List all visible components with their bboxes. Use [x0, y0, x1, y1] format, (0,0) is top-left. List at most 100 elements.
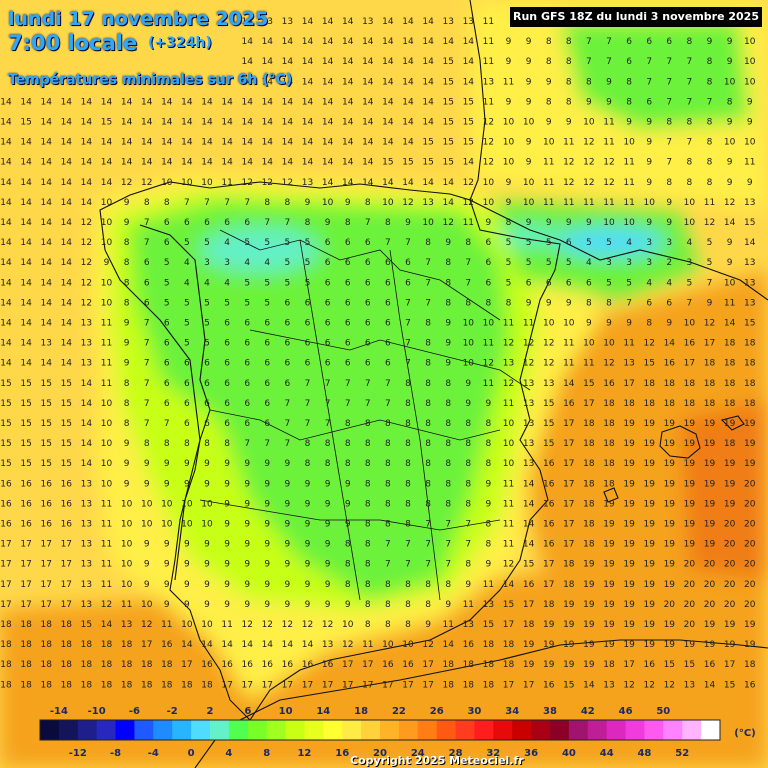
- grid-value: 4: [224, 238, 230, 248]
- grid-value: 5: [285, 238, 291, 248]
- grid-value: 9: [486, 399, 492, 409]
- grid-value: 9: [345, 198, 351, 208]
- legend-swatch: [58, 720, 79, 740]
- grid-value: 10: [101, 399, 113, 409]
- grid-value: 8: [385, 439, 391, 449]
- grid-value: 8: [425, 319, 431, 329]
- legend-label: 50: [656, 706, 670, 717]
- grid-value: 10: [382, 640, 394, 650]
- grid-value: 9: [506, 178, 512, 188]
- grid-value: 18: [724, 399, 736, 409]
- grid-value: 14: [342, 97, 354, 107]
- grid-value: 14: [523, 540, 535, 550]
- grid-value: 8: [124, 298, 130, 308]
- grid-value: 6: [224, 379, 230, 389]
- grid-value: 14: [81, 419, 93, 429]
- grid-value: 11: [483, 339, 494, 349]
- grid-value: 7: [405, 359, 411, 369]
- grid-value: 13: [81, 580, 92, 590]
- grid-value: 14: [0, 97, 12, 107]
- grid-value: 7: [144, 419, 150, 429]
- grid-value: 11: [623, 339, 634, 349]
- grid-value: 8: [425, 419, 431, 429]
- regional-border-4: [199, 499, 501, 531]
- grid-value: 18: [583, 419, 595, 429]
- legend-label: -8: [110, 748, 121, 759]
- grid-value: 19: [643, 640, 655, 650]
- grid-value: 14: [40, 278, 52, 288]
- legend-swatch: [512, 720, 532, 740]
- grid-value: 13: [744, 298, 755, 308]
- grid-value: 5: [285, 278, 291, 288]
- grid-value: 19: [744, 620, 756, 630]
- grid-value: 19: [623, 479, 635, 489]
- grid-value: 13: [483, 600, 494, 610]
- grid-value: 11: [503, 479, 514, 489]
- grid-value: 14: [81, 399, 93, 409]
- grid-value: 10: [744, 138, 756, 148]
- grid-value: 6: [405, 258, 411, 268]
- grid-value: 14: [141, 97, 153, 107]
- grid-value: 18: [664, 399, 676, 409]
- grid-value: 7: [405, 238, 411, 248]
- grid-value: 19: [643, 439, 655, 449]
- grid-value: 15: [503, 600, 514, 610]
- grid-value: 13: [302, 178, 313, 188]
- grid-value: 8: [546, 37, 552, 47]
- grid-value: 14: [201, 118, 213, 128]
- grid-value: 9: [465, 379, 471, 389]
- grid-value: 14: [81, 118, 93, 128]
- grid-value: 9: [707, 37, 713, 47]
- grid-value: 11: [623, 178, 634, 188]
- grid-value: 14: [81, 138, 93, 148]
- grid-value: 19: [623, 640, 635, 650]
- grid-value: 14: [61, 218, 73, 228]
- grid-value: 10: [643, 198, 655, 208]
- grid-value: 6: [345, 298, 351, 308]
- map-subtitle: Températures minimales sur 6h (°C): [8, 72, 293, 88]
- grid-value: 13: [262, 17, 273, 27]
- grid-value: 16: [302, 660, 314, 670]
- grid-value: 13: [603, 680, 614, 690]
- grid-value: 14: [81, 198, 93, 208]
- grid-value: 14: [262, 158, 274, 168]
- grid-value: 18: [583, 459, 595, 469]
- grid-value: 15: [422, 158, 433, 168]
- grid-value: 9: [104, 258, 110, 268]
- grid-value: 14: [362, 37, 374, 47]
- grid-value: 7: [465, 520, 471, 530]
- grid-value: 18: [563, 560, 575, 570]
- grid-value: 17: [422, 660, 433, 670]
- grid-value: 18: [704, 399, 716, 409]
- grid-value: 14: [241, 57, 253, 67]
- grid-value: 7: [425, 520, 431, 530]
- grid-value: 12: [282, 178, 293, 188]
- grid-value: 14: [61, 278, 73, 288]
- grid-value: 6: [666, 298, 672, 308]
- grid-value: 8: [425, 379, 431, 389]
- grid-value: 7: [646, 77, 652, 87]
- grid-value: 20: [684, 580, 696, 590]
- grid-value: 11: [483, 580, 494, 590]
- grid-value: 9: [285, 499, 291, 509]
- grid-value: 10: [744, 77, 756, 87]
- grid-value: 15: [744, 218, 755, 228]
- grid-value: 17: [40, 560, 51, 570]
- grid-value: 16: [322, 660, 334, 670]
- grid-value: 9: [244, 560, 250, 570]
- grid-value: 20: [724, 540, 736, 550]
- grid-value: 17: [322, 680, 333, 690]
- grid-value: 8: [405, 439, 411, 449]
- grid-value: 18: [744, 379, 756, 389]
- grid-value: 6: [264, 379, 270, 389]
- grid-value: 14: [342, 17, 354, 27]
- grid-value: 18: [20, 660, 32, 670]
- grid-value: 6: [566, 278, 572, 288]
- grid-value: 14: [262, 37, 274, 47]
- grid-value: 3: [224, 258, 230, 268]
- grid-value: 9: [124, 218, 130, 228]
- grid-value: 18: [463, 660, 475, 670]
- grid-value: 7: [224, 198, 230, 208]
- grid-value: 11: [121, 600, 132, 610]
- grid-value: 15: [40, 379, 51, 389]
